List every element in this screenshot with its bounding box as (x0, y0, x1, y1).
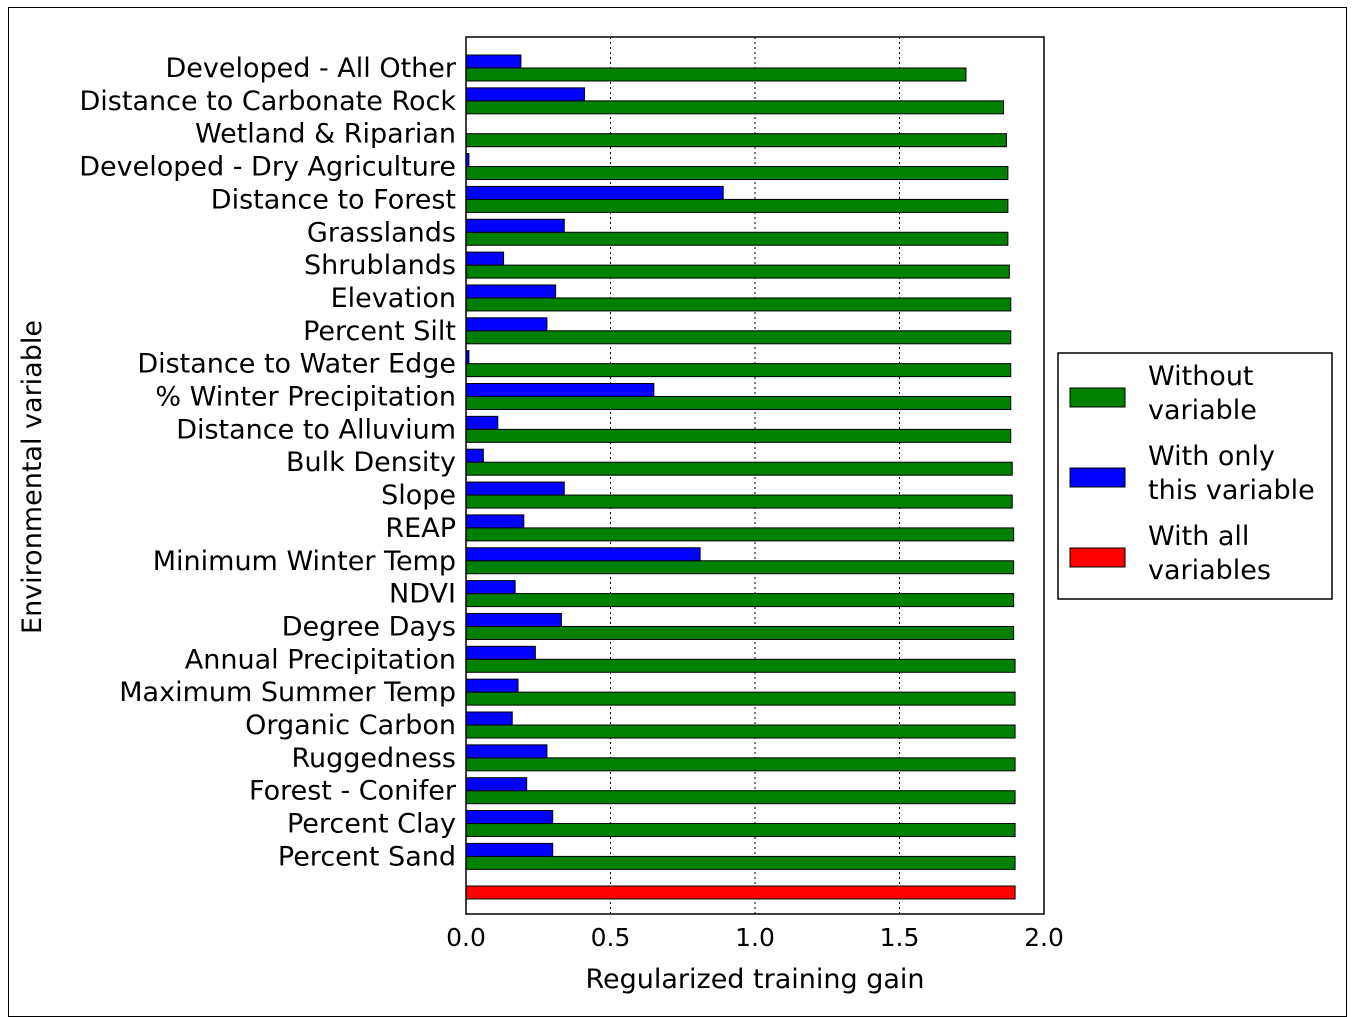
bar-only-this-variable (465, 612, 562, 627)
bar-without-variable (465, 297, 1012, 312)
bar-only-this-variable (465, 842, 554, 857)
x-axis-label: Regularized training gain (585, 964, 924, 995)
y-tick-label: Ruggedness (291, 743, 456, 774)
y-tick-label: Grasslands (307, 217, 456, 248)
bar-only-this-variable (465, 218, 565, 233)
y-tick-label: Degree Days (282, 611, 456, 642)
y-tick-label: Percent Clay (287, 809, 456, 840)
legend-swatch (1069, 547, 1126, 568)
bar-only-this-variable (465, 580, 516, 595)
y-tick-label: REAP (385, 513, 456, 544)
y-tick-label: % Winter Precipitation (155, 382, 456, 413)
legend-label: variable (1148, 395, 1257, 426)
bar-only-this-variable (465, 547, 701, 562)
y-tick-label: Elevation (331, 283, 456, 314)
bar-without-variable (465, 264, 1010, 279)
x-tick-label: 0.0 (446, 923, 486, 952)
y-tick-label: Distance to Carbonate Rock (80, 86, 457, 117)
bar-only-this-variable (465, 317, 548, 332)
x-tick-label: 1.0 (735, 923, 775, 952)
legend-swatch (1069, 467, 1126, 488)
y-tick-label: Developed - All Other (165, 53, 456, 84)
bar-only-this-variable (465, 448, 484, 463)
y-tick-label: Developed - Dry Agriculture (79, 152, 456, 183)
bar-without-variable (465, 133, 1007, 148)
bar-without-variable (465, 67, 967, 82)
y-tick-label: Shrublands (304, 250, 456, 281)
y-tick-label: Distance to Alluvium (176, 414, 456, 445)
bar-without-variable (465, 166, 1009, 181)
y-tick-label: Maximum Summer Temp (119, 677, 456, 708)
bar-without-variable (465, 198, 1009, 213)
bar-only-this-variable (465, 645, 536, 660)
x-tick-labels: 0.0 0.5 1.0 1.5 2.0 (446, 923, 1064, 952)
bar-only-this-variable (465, 514, 525, 529)
y-axis-label: Environmental variable (17, 320, 48, 634)
legend-label: this variable (1148, 475, 1315, 506)
bar-without-variable (465, 461, 1013, 476)
bar-only-this-variable (465, 678, 519, 693)
bar-without-variable (465, 527, 1015, 542)
bar-all-variables (465, 885, 1016, 900)
bar-without-variable (465, 100, 1005, 115)
y-tick-label: Annual Precipitation (185, 644, 456, 675)
legend-label: With only (1148, 441, 1275, 472)
y-tick-label: Organic Carbon (245, 710, 456, 741)
y-tick-label: Wetland & Riparian (195, 119, 456, 150)
plot-area (465, 36, 1045, 915)
y-tick-label: Slope (381, 480, 456, 511)
y-tick-label: Percent Sand (278, 841, 456, 872)
x-tick-label: 0.5 (591, 923, 631, 952)
bar-only-this-variable (465, 251, 505, 266)
y-tick-label: Bulk Density (286, 447, 456, 478)
bar-only-this-variable (465, 54, 522, 69)
bar-only-this-variable (465, 711, 513, 726)
bar-without-variable (465, 231, 1009, 246)
bar-without-variable (465, 593, 1015, 608)
x-tick-label: 1.5 (880, 923, 920, 952)
bars (465, 54, 1016, 900)
bar-without-variable (465, 823, 1016, 838)
bar-without-variable (465, 757, 1016, 772)
bar-without-variable (465, 428, 1012, 443)
y-tick-label: Forest - Conifer (249, 776, 457, 807)
bar-only-this-variable (465, 744, 548, 759)
y-tick-label: Distance to Water Edge (137, 349, 456, 380)
bar-without-variable (465, 658, 1016, 673)
y-tick-label: Minimum Winter Temp (153, 546, 456, 577)
bar-without-variable (465, 625, 1015, 640)
bar-without-variable (465, 560, 1015, 575)
legend-label: variables (1148, 555, 1271, 586)
bar-only-this-variable (465, 87, 585, 102)
bar-without-variable (465, 396, 1012, 410)
bar-only-this-variable (465, 481, 565, 496)
bar-without-variable (465, 855, 1016, 870)
legend-label: With all (1148, 521, 1249, 552)
y-tick-label: Distance to Forest (211, 184, 456, 215)
legend-swatch (1069, 387, 1126, 408)
bar-only-this-variable (465, 810, 554, 825)
y-tick-label: NDVI (389, 579, 456, 610)
bar-only-this-variable (465, 284, 557, 299)
bar-without-variable (465, 363, 1012, 378)
bar-without-variable (465, 790, 1016, 805)
bar-only-this-variable (465, 383, 655, 397)
y-tick-label: Percent Silt (303, 316, 456, 347)
bar-without-variable (465, 330, 1012, 345)
bar-only-this-variable (465, 777, 528, 792)
bar-only-this-variable (465, 185, 724, 200)
bar-without-variable (465, 724, 1016, 739)
x-tick-label: 2.0 (1024, 923, 1064, 952)
bar-without-variable (465, 691, 1016, 706)
bar-only-this-variable (465, 415, 499, 430)
legend-label: Without (1148, 361, 1254, 392)
bar-without-variable (465, 494, 1013, 509)
